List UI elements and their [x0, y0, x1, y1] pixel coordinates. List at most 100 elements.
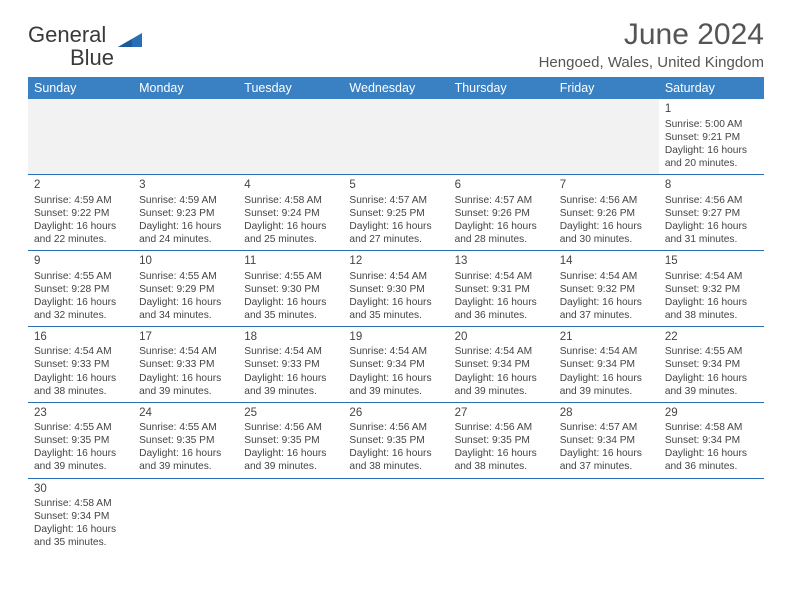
calendar-cell: 25Sunrise: 4:56 AMSunset: 9:35 PMDayligh…	[238, 402, 343, 478]
calendar-cell	[238, 478, 343, 553]
sunrise-text: Sunrise: 4:55 AM	[139, 270, 232, 283]
sunset-text: Sunset: 9:33 PM	[34, 358, 127, 371]
calendar-cell: 28Sunrise: 4:57 AMSunset: 9:34 PMDayligh…	[554, 402, 659, 478]
daylight-text: Daylight: 16 hours and 32 minutes.	[34, 296, 127, 322]
daylight-text: Daylight: 16 hours and 39 minutes.	[139, 372, 232, 398]
calendar-cell	[343, 99, 448, 174]
sunset-text: Sunset: 9:26 PM	[455, 207, 548, 220]
sunrise-text: Sunrise: 4:55 AM	[34, 270, 127, 283]
day-number: 19	[349, 330, 442, 345]
daylight-text: Daylight: 16 hours and 38 minutes.	[665, 296, 758, 322]
header: General Blue June 2024 Hengoed, Wales, U…	[28, 18, 764, 71]
day-number: 11	[244, 254, 337, 269]
sunrise-text: Sunrise: 4:58 AM	[244, 194, 337, 207]
day-number: 2	[34, 178, 127, 193]
sunset-text: Sunset: 9:30 PM	[244, 283, 337, 296]
day-number: 30	[34, 482, 127, 497]
sunrise-text: Sunrise: 4:56 AM	[244, 421, 337, 434]
sunset-text: Sunset: 9:32 PM	[560, 283, 653, 296]
sunset-text: Sunset: 9:33 PM	[244, 358, 337, 371]
day-number: 4	[244, 178, 337, 193]
day-header: Sunday	[28, 77, 133, 99]
calendar-cell: 16Sunrise: 4:54 AMSunset: 9:33 PMDayligh…	[28, 326, 133, 402]
sunrise-text: Sunrise: 4:59 AM	[34, 194, 127, 207]
sunset-text: Sunset: 9:32 PM	[665, 283, 758, 296]
daylight-text: Daylight: 16 hours and 39 minutes.	[560, 372, 653, 398]
daylight-text: Daylight: 16 hours and 37 minutes.	[560, 447, 653, 473]
daylight-text: Daylight: 16 hours and 36 minutes.	[665, 447, 758, 473]
calendar-cell: 8Sunrise: 4:56 AMSunset: 9:27 PMDaylight…	[659, 174, 764, 250]
calendar-cell: 19Sunrise: 4:54 AMSunset: 9:34 PMDayligh…	[343, 326, 448, 402]
daylight-text: Daylight: 16 hours and 25 minutes.	[244, 220, 337, 246]
sunrise-text: Sunrise: 4:57 AM	[349, 194, 442, 207]
day-number: 3	[139, 178, 232, 193]
daylight-text: Daylight: 16 hours and 39 minutes.	[455, 372, 548, 398]
sunset-text: Sunset: 9:34 PM	[560, 358, 653, 371]
logo-text-2: Blue	[70, 45, 114, 70]
sunset-text: Sunset: 9:35 PM	[349, 434, 442, 447]
sunrise-text: Sunrise: 4:56 AM	[455, 421, 548, 434]
location: Hengoed, Wales, United Kingdom	[539, 54, 764, 71]
calendar-cell: 23Sunrise: 4:55 AMSunset: 9:35 PMDayligh…	[28, 402, 133, 478]
sunset-text: Sunset: 9:34 PM	[34, 510, 127, 523]
day-header: Thursday	[449, 77, 554, 99]
sunrise-text: Sunrise: 4:54 AM	[455, 270, 548, 283]
calendar-cell: 12Sunrise: 4:54 AMSunset: 9:30 PMDayligh…	[343, 250, 448, 326]
daylight-text: Daylight: 16 hours and 39 minutes.	[244, 372, 337, 398]
sunrise-text: Sunrise: 4:54 AM	[34, 345, 127, 358]
sunrise-text: Sunrise: 4:55 AM	[139, 421, 232, 434]
calendar-table: SundayMondayTuesdayWednesdayThursdayFrid…	[28, 77, 764, 553]
calendar-week: 1Sunrise: 5:00 AMSunset: 9:21 PMDaylight…	[28, 99, 764, 174]
day-number: 9	[34, 254, 127, 269]
sunset-text: Sunset: 9:28 PM	[34, 283, 127, 296]
calendar-cell	[449, 99, 554, 174]
day-number: 27	[455, 406, 548, 421]
sunrise-text: Sunrise: 4:54 AM	[665, 270, 758, 283]
calendar-body: 1Sunrise: 5:00 AMSunset: 9:21 PMDaylight…	[28, 99, 764, 553]
day-number: 28	[560, 406, 653, 421]
daylight-text: Daylight: 16 hours and 28 minutes.	[455, 220, 548, 246]
sunrise-text: Sunrise: 4:57 AM	[455, 194, 548, 207]
daylight-text: Daylight: 16 hours and 31 minutes.	[665, 220, 758, 246]
day-number: 15	[665, 254, 758, 269]
day-header: Wednesday	[343, 77, 448, 99]
sunset-text: Sunset: 9:34 PM	[665, 434, 758, 447]
sunrise-text: Sunrise: 4:55 AM	[665, 345, 758, 358]
daylight-text: Daylight: 16 hours and 38 minutes.	[349, 447, 442, 473]
calendar-cell: 1Sunrise: 5:00 AMSunset: 9:21 PMDaylight…	[659, 99, 764, 174]
title-block: June 2024 Hengoed, Wales, United Kingdom	[539, 18, 764, 71]
sunset-text: Sunset: 9:29 PM	[139, 283, 232, 296]
calendar-cell: 15Sunrise: 4:54 AMSunset: 9:32 PMDayligh…	[659, 250, 764, 326]
logo-text: General Blue	[28, 24, 114, 70]
day-header: Friday	[554, 77, 659, 99]
day-header: Saturday	[659, 77, 764, 99]
sunset-text: Sunset: 9:34 PM	[560, 434, 653, 447]
sunrise-text: Sunrise: 4:54 AM	[244, 345, 337, 358]
sunrise-text: Sunrise: 4:54 AM	[349, 270, 442, 283]
sunset-text: Sunset: 9:35 PM	[139, 434, 232, 447]
calendar-cell	[28, 99, 133, 174]
day-number: 23	[34, 406, 127, 421]
sunset-text: Sunset: 9:27 PM	[665, 207, 758, 220]
day-number: 24	[139, 406, 232, 421]
calendar-cell: 10Sunrise: 4:55 AMSunset: 9:29 PMDayligh…	[133, 250, 238, 326]
calendar-cell: 7Sunrise: 4:56 AMSunset: 9:26 PMDaylight…	[554, 174, 659, 250]
calendar-cell: 3Sunrise: 4:59 AMSunset: 9:23 PMDaylight…	[133, 174, 238, 250]
sunset-text: Sunset: 9:22 PM	[34, 207, 127, 220]
calendar-cell: 5Sunrise: 4:57 AMSunset: 9:25 PMDaylight…	[343, 174, 448, 250]
day-number: 13	[455, 254, 548, 269]
day-number: 12	[349, 254, 442, 269]
calendar-cell	[133, 478, 238, 553]
sunrise-text: Sunrise: 4:54 AM	[455, 345, 548, 358]
calendar-week: 30Sunrise: 4:58 AMSunset: 9:34 PMDayligh…	[28, 478, 764, 553]
sunset-text: Sunset: 9:23 PM	[139, 207, 232, 220]
daylight-text: Daylight: 16 hours and 35 minutes.	[34, 523, 127, 549]
daylight-text: Daylight: 16 hours and 22 minutes.	[34, 220, 127, 246]
day-number: 10	[139, 254, 232, 269]
calendar-cell: 30Sunrise: 4:58 AMSunset: 9:34 PMDayligh…	[28, 478, 133, 553]
sunrise-text: Sunrise: 4:55 AM	[244, 270, 337, 283]
calendar-cell: 18Sunrise: 4:54 AMSunset: 9:33 PMDayligh…	[238, 326, 343, 402]
sunrise-text: Sunrise: 4:55 AM	[34, 421, 127, 434]
calendar-header-row: SundayMondayTuesdayWednesdayThursdayFrid…	[28, 77, 764, 99]
calendar-cell	[343, 478, 448, 553]
